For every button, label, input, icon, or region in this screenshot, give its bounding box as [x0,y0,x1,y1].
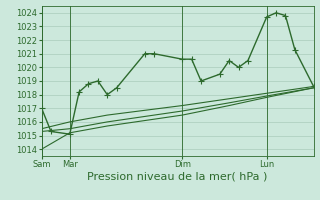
X-axis label: Pression niveau de la mer( hPa ): Pression niveau de la mer( hPa ) [87,172,268,182]
